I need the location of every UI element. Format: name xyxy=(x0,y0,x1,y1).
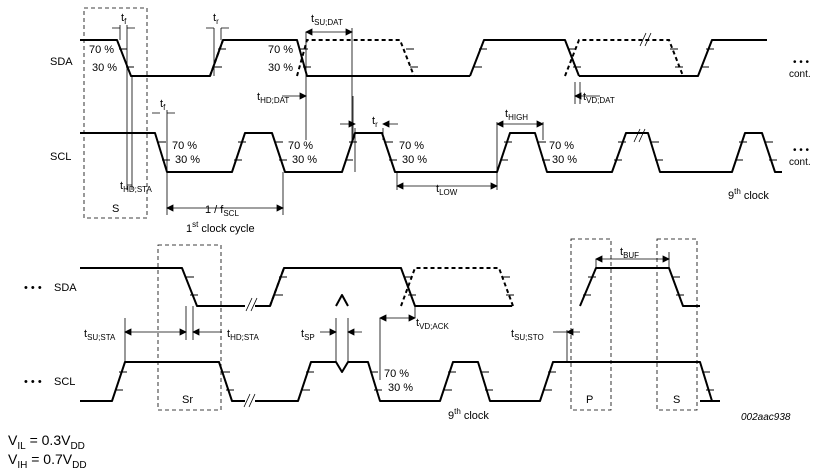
scl-70-label-1: 70 % xyxy=(172,140,197,152)
timing-arrows-bottom xyxy=(124,255,670,336)
sda-glitch xyxy=(335,294,349,307)
first-clock-cycle-label: 1st clock cycle xyxy=(186,220,255,235)
figure-code: 002aac938 xyxy=(741,412,791,423)
sda-70-label-2: 70 % xyxy=(268,44,293,56)
thigh-label: tHIGH xyxy=(505,108,528,122)
start-label-2: S xyxy=(673,394,680,406)
stop-condition-box xyxy=(570,238,612,411)
tr-label-2: tr xyxy=(372,115,378,129)
tvd-dat-label: tVD;DAT xyxy=(583,91,615,105)
break-mark-sda-bottom xyxy=(245,297,258,312)
tbuf-label: tBUF xyxy=(620,246,639,260)
sda-dashed-top xyxy=(209,39,684,77)
reference-lines-top xyxy=(119,25,581,215)
scl-label-bottom: SCL xyxy=(54,376,75,388)
start-condition-box xyxy=(83,7,148,219)
repeated-start-box xyxy=(157,244,222,411)
sda-70-label-1: 70 % xyxy=(89,44,114,56)
tr-label-1: tr xyxy=(213,12,219,26)
sda-ellipsis-bottom: • • • xyxy=(24,282,42,294)
sda-30-label-1: 30 % xyxy=(92,62,117,74)
vih-formula: VIH = 0.7VDD xyxy=(8,451,87,471)
tlow-label: tLOW xyxy=(436,183,458,197)
scl-ellipsis-top: • • • xyxy=(793,145,810,156)
scl-label-top: SCL xyxy=(50,151,71,163)
start-condition-box-2 xyxy=(656,238,698,411)
scl-ellipsis-bottom: • • • xyxy=(24,376,42,388)
sda-dashed-bottom xyxy=(269,267,514,307)
tf-label-1: tf xyxy=(121,12,127,26)
tsu-sto-label: tSU;STO xyxy=(511,328,544,342)
scl-70-label-4: 70 % xyxy=(549,140,574,152)
vil-formula: VIL = 0.3VDD xyxy=(8,432,85,452)
sda-cont-label: cont. xyxy=(789,69,811,80)
scl-waveform-top xyxy=(80,132,782,173)
tvd-ack-label: tVD;ACK xyxy=(416,317,450,331)
scl-70-label-2: 70 % xyxy=(288,140,313,152)
scl-30-label-3: 30 % xyxy=(402,154,427,166)
break-mark-sda-top xyxy=(639,32,652,47)
scl-high-bottom xyxy=(565,361,713,402)
tsp-label: tSP xyxy=(301,328,315,342)
level-ticks-bottom xyxy=(115,276,714,391)
scl-30-label-2: 30 % xyxy=(292,154,317,166)
scl-30-label-4: 30 % xyxy=(552,154,577,166)
stop-label: P xyxy=(586,394,593,406)
sda-label-top: SDA xyxy=(50,56,73,68)
start-label: S xyxy=(112,203,119,215)
tsu-dat-label: tSU;DAT xyxy=(311,13,343,27)
sda-label-bottom: SDA xyxy=(54,282,77,294)
tsu-sta-label: tSU;STA xyxy=(84,328,116,342)
scl-30-label-bottom: 30 % xyxy=(388,382,413,394)
ninth-clock-label-bottom: 9th clock xyxy=(448,407,489,422)
scl-30-label-1: 30 % xyxy=(175,154,200,166)
scl-70-label-bottom: 70 % xyxy=(384,368,409,380)
sda-waveform-bottom xyxy=(80,267,700,307)
break-mark-scl-bottom xyxy=(243,393,256,408)
thd-sta-label-bottom: tHD;STA xyxy=(227,328,259,342)
tf-label-2: tf xyxy=(160,98,166,112)
sda-waveform-top xyxy=(80,39,767,77)
repeated-start-label: Sr xyxy=(182,394,193,406)
reference-lines-bottom xyxy=(124,252,670,380)
sda-ellipsis-top: • • • xyxy=(793,57,810,68)
sda-30-label-2: 30 % xyxy=(268,62,293,74)
fscl-label: 1 / fSCL xyxy=(205,204,239,218)
timing-arrows-top xyxy=(112,27,600,212)
scl-70-label-3: 70 % xyxy=(399,140,424,152)
break-mark-scl-top xyxy=(633,128,646,143)
thd-sta-label: tHD;STA xyxy=(120,180,152,194)
scl-cont-label: cont. xyxy=(789,157,811,168)
thd-dat-label: tHD;DAT xyxy=(257,91,289,105)
level-ticks-top xyxy=(119,48,777,161)
ninth-clock-label-top: 9th clock xyxy=(728,187,769,202)
